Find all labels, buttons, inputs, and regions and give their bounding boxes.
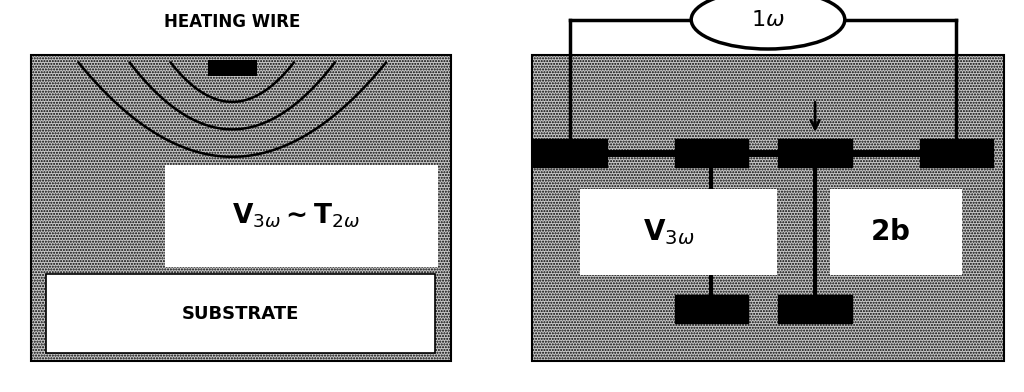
Bar (165, 165, 438, 267)
Bar (778, 294, 852, 323)
Bar (675, 294, 749, 323)
Bar (534, 139, 607, 167)
Circle shape (691, 0, 845, 49)
Text: $1\omega$: $1\omega$ (751, 9, 785, 30)
Text: SUBSTRATE: SUBSTRATE (182, 305, 299, 323)
Bar (830, 189, 963, 275)
Text: $\mathbf{2b}$: $\mathbf{2b}$ (869, 218, 909, 246)
Bar (580, 189, 777, 275)
Bar (920, 139, 993, 167)
Text: $\mathbf{V}_{3\omega}\mathbf{\sim T}_{2\omega}$: $\mathbf{V}_{3\omega}\mathbf{\sim T}_{2\… (232, 201, 359, 230)
Bar (778, 139, 852, 167)
Text: $\mathbf{V}_{3\omega}$: $\mathbf{V}_{3\omega}$ (643, 217, 694, 247)
Bar (31, 55, 451, 361)
Bar (675, 139, 749, 167)
Bar (532, 55, 1004, 361)
Text: HEATING WIRE: HEATING WIRE (164, 13, 300, 31)
Bar (46, 274, 435, 353)
Bar (208, 60, 257, 76)
